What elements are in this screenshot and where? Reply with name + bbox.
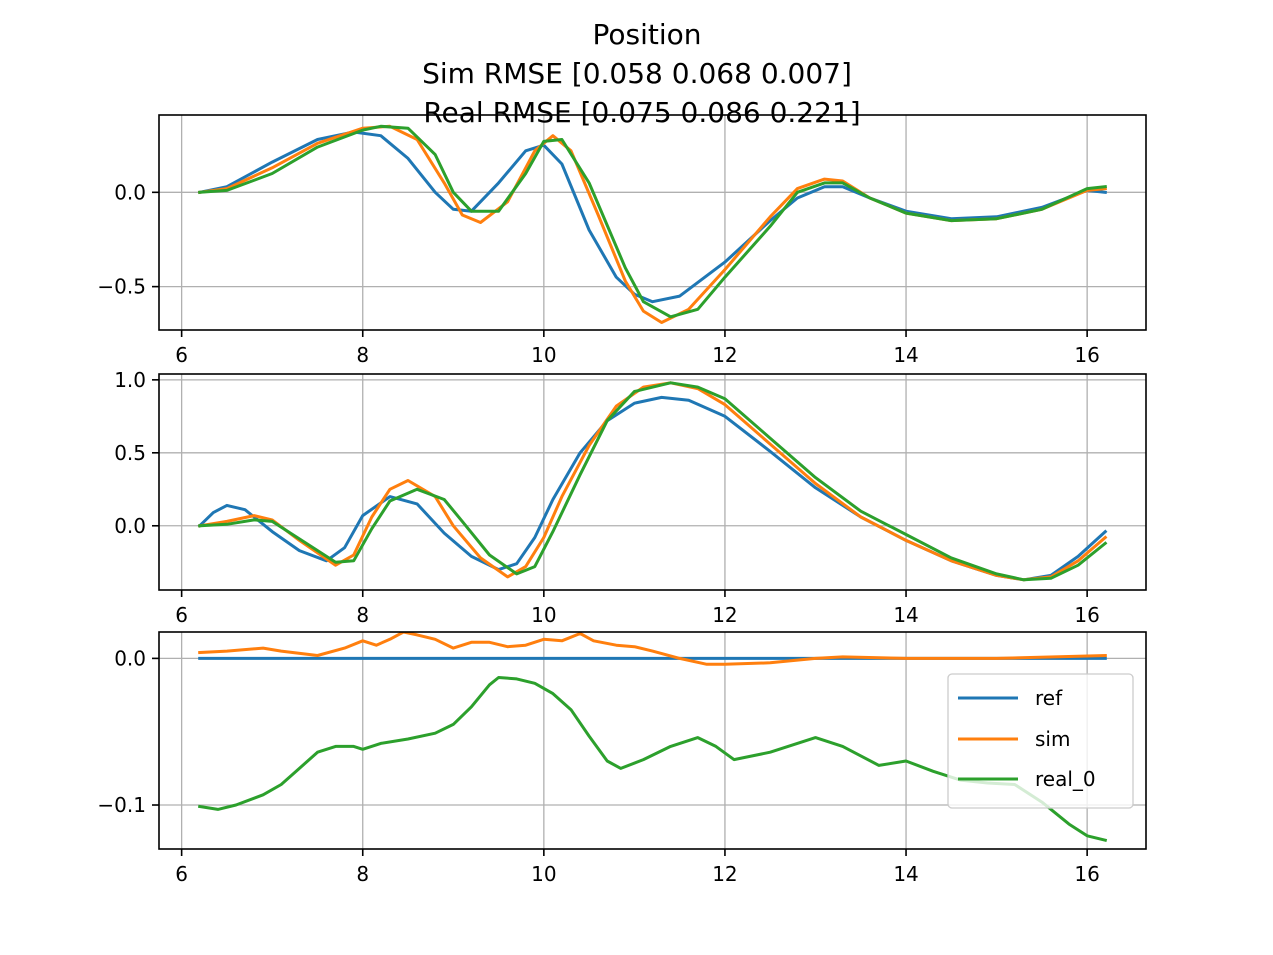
x-tick-label: 8 — [356, 343, 369, 367]
legend-label-real_0: real_0 — [1035, 767, 1096, 791]
series-line-real_0 — [198, 124, 1107, 319]
x-tick-label: 12 — [712, 603, 737, 627]
x-tick-label: 10 — [531, 343, 556, 367]
y-tick-label: 0.5 — [114, 441, 146, 465]
figure-title-line-1: Position — [592, 18, 701, 51]
series-line-ref — [197, 395, 1108, 582]
y-tick-label: 1.0 — [114, 368, 146, 392]
x-tick-label: 6 — [175, 343, 188, 367]
x-tick-label: 6 — [175, 603, 188, 627]
legend-label-sim: sim — [1035, 727, 1070, 751]
x-tick-label: 14 — [893, 862, 918, 886]
y-tick-label: −0.1 — [97, 793, 146, 817]
x-tick-label: 14 — [893, 343, 918, 367]
axes-frame — [158, 373, 1147, 591]
series-line-real_0 — [198, 381, 1108, 582]
y-tick-label: 0.0 — [114, 514, 146, 538]
x-tick-label: 16 — [1074, 603, 1099, 627]
series-line-real_0 — [197, 676, 1108, 843]
subplot-1: 6 8 10 12 14 16 0.0 −0.5 — [97, 114, 1147, 367]
subplot-3: 6 8 10 12 14 16 0.0 −0.1 — [97, 631, 1147, 886]
x-tick-label: 10 — [531, 603, 556, 627]
series-line-ref — [197, 130, 1107, 304]
legend: ref sim real_0 — [947, 673, 1134, 809]
legend-box — [947, 673, 1134, 809]
x-tick-label: 14 — [893, 603, 918, 627]
legend-label-ref: ref — [1035, 686, 1063, 710]
series-line-sim — [198, 124, 1107, 324]
x-tick-label: 8 — [356, 603, 369, 627]
figure-title-line-3: Real RMSE [0.075 0.086 0.221] — [423, 96, 860, 129]
x-tick-label: 12 — [712, 862, 737, 886]
axes-frame — [158, 631, 1147, 850]
figure-title-line-2: Sim RMSE [0.058 0.068 0.007] — [422, 57, 852, 90]
x-tick-label: 12 — [712, 343, 737, 367]
y-tick-label: −0.5 — [97, 275, 146, 299]
series-line-sim — [197, 381, 1108, 582]
series-line-sim — [198, 632, 1107, 666]
axes-frame — [158, 114, 1147, 331]
x-tick-label: 10 — [531, 862, 556, 886]
x-tick-label: 6 — [175, 862, 188, 886]
subplot-2: 6 8 10 12 14 16 1.0 0.5 0.0 — [114, 368, 1147, 627]
x-tick-label: 16 — [1074, 343, 1099, 367]
y-tick-label: 0.0 — [114, 646, 146, 670]
x-tick-label: 8 — [356, 862, 369, 886]
y-tick-label: 0.0 — [114, 180, 146, 204]
x-tick-label: 16 — [1074, 862, 1099, 886]
